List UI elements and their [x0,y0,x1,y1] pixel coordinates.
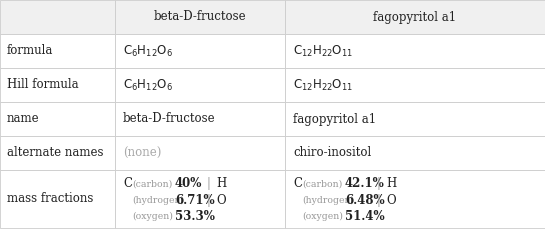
Text: (none): (none) [123,146,161,160]
Text: $\mathregular{C_6H_{12}O_6}$: $\mathregular{C_6H_{12}O_6}$ [123,43,173,59]
Text: (carbon): (carbon) [302,179,342,188]
Text: |: | [376,193,380,207]
Bar [115,136,285,170]
Bar [115,34,285,68]
Text: C: C [123,177,132,190]
Bar [285,0,545,34]
Text: fagopyritol a1: fagopyritol a1 [373,11,457,24]
Bar [115,68,285,102]
Bar [285,170,545,228]
Text: |: | [206,177,210,190]
Text: mass fractions: mass fractions [7,192,93,205]
Text: 51.4%: 51.4% [345,210,385,223]
Text: |: | [376,177,380,190]
Bar [0,0,115,34]
Text: (carbon): (carbon) [132,179,172,188]
Text: $\mathregular{C_{12}H_{22}O_{11}}$: $\mathregular{C_{12}H_{22}O_{11}}$ [293,43,353,59]
Text: 53.3%: 53.3% [175,210,215,223]
Text: (oxygen): (oxygen) [132,212,173,221]
Text: O: O [386,193,396,207]
Bar [285,34,545,68]
Bar [0,34,115,68]
Bar [0,68,115,102]
Text: (hydrogen): (hydrogen) [302,196,354,205]
Bar [0,136,115,170]
Text: 40%: 40% [175,177,202,190]
Bar [115,170,285,228]
Text: name: name [7,113,40,126]
Text: formula: formula [7,44,53,58]
Text: C: C [293,177,302,190]
Text: Hill formula: Hill formula [7,78,78,91]
Text: 42.1%: 42.1% [345,177,385,190]
Text: $\mathregular{C_6H_{12}O_6}$: $\mathregular{C_6H_{12}O_6}$ [123,78,173,93]
Bar [0,102,115,136]
Text: (oxygen): (oxygen) [302,212,343,221]
Text: fagopyritol a1: fagopyritol a1 [293,113,376,126]
Bar [285,68,545,102]
Text: 6.71%: 6.71% [175,193,215,207]
Text: H: H [386,177,396,190]
Text: beta-D-fructose: beta-D-fructose [123,113,216,126]
Text: beta-D-fructose: beta-D-fructose [154,11,246,24]
Bar [115,102,285,136]
Text: 6.48%: 6.48% [345,193,385,207]
Text: chiro-inositol: chiro-inositol [293,146,371,160]
Bar [285,102,545,136]
Text: $\mathregular{C_{12}H_{22}O_{11}}$: $\mathregular{C_{12}H_{22}O_{11}}$ [293,78,353,93]
Text: H: H [216,177,226,190]
Bar [285,136,545,170]
Bar [0,170,115,228]
Text: |: | [206,193,210,207]
Text: alternate names: alternate names [7,146,104,160]
Text: (hydrogen): (hydrogen) [132,196,184,205]
Bar [115,0,285,34]
Text: O: O [216,193,226,207]
